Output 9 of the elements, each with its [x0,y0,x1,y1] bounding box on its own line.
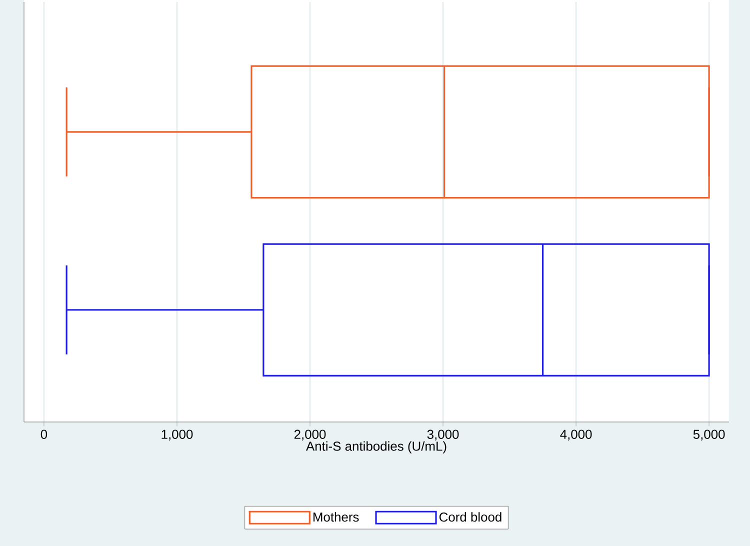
x-tick-label: 5,000 [693,430,725,440]
x-tick-label: 1,000 [162,430,193,440]
x-tick-label: 3,000 [427,430,459,440]
x-tick-label: 0 [40,430,48,439]
x-axis-title: Anti-S antibodies (U/mL) [306,441,446,454]
x-tick-label: 4,000 [560,430,592,440]
legend-label: Cord blood [439,512,502,522]
x-tick-label: 2,000 [294,430,326,440]
legend-label: Mothers [314,512,359,522]
